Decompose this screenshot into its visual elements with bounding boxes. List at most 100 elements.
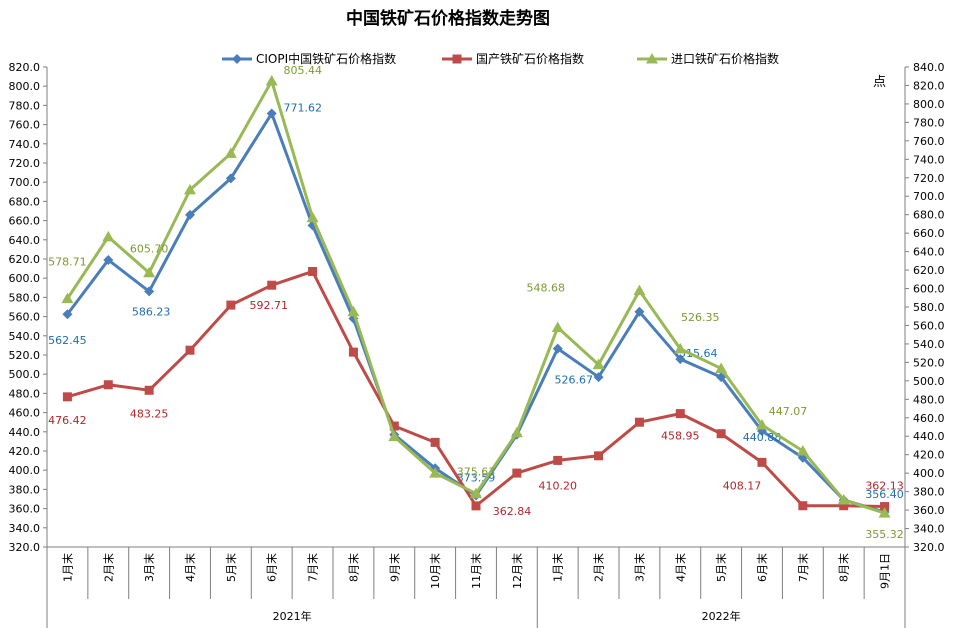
y-tick-label-left: 580.0 [9,291,41,304]
x-tick-label: 9月末 [387,553,401,582]
series-point [593,372,604,383]
y-tick-label-left: 780.0 [9,99,41,112]
series-point [716,372,727,383]
y-tick-label-right: 440.0 [913,430,945,443]
x-tick-label: 11月末 [469,553,483,589]
series-point [674,342,687,354]
data-label: 362.84 [493,505,532,518]
chart-title: 中国铁矿石价格指数走势图 [346,8,550,29]
series-point [225,173,236,184]
y-tick-label-right: 340.0 [913,523,945,536]
y-tick-label-left: 460.0 [9,407,41,420]
series-point [429,467,442,478]
x-tick-label: 10月末 [428,553,442,589]
data-label: 515.64 [679,347,718,360]
series-point [470,487,482,499]
legend-label: CIOPI中国铁矿石价格指数 [256,51,396,66]
y-tick-label-left: 640.0 [9,234,41,247]
series-point [267,280,277,290]
y-tick-label-right: 640.0 [913,246,945,259]
y-tick-label-left: 660.0 [9,215,41,228]
right-axis-unit: 点 [873,75,886,90]
y-tick-label-left: 420.0 [9,445,41,458]
series-point [224,147,237,158]
series-point [633,284,646,296]
series-point [510,426,523,438]
data-label: 362.13 [865,480,904,493]
series-point [144,385,154,395]
data-label: 375.63 [457,466,496,479]
data-label: 410.20 [538,479,577,492]
data-label: 548.68 [526,281,565,294]
series-point [715,362,728,373]
series-point [512,468,522,478]
series-point [552,343,563,354]
y-tick-label-right: 600.0 [913,283,945,296]
data-label: 771.62 [283,101,322,114]
x-tick-label: 2月末 [592,553,606,582]
series-point [798,501,808,511]
legend-label: 国产铁矿石价格指数 [476,51,584,66]
y-tick-label-right: 680.0 [913,209,945,222]
series-point [184,183,196,195]
series-point [185,345,195,355]
x-tick-label: 3月末 [632,553,646,582]
legend-item: 进口铁矿石价格指数 [637,51,779,66]
series-line [66,79,886,515]
y-tick-label-right: 760.0 [913,135,945,148]
series-point [634,306,645,317]
y-tick-label-right: 580.0 [913,301,945,314]
x-tick-label: 5月末 [224,553,238,582]
x-tick-label: 3月末 [142,553,156,582]
x-group-label: 2021年 [273,609,312,623]
series-point [62,309,73,320]
y-tick-label-right: 360.0 [913,504,945,517]
series-point [594,451,604,461]
data-label: 408.17 [723,479,762,492]
data-label: 526.67 [554,374,593,387]
legend: CIOPI中国铁矿石价格指数 国产铁矿石价格指数 进口铁矿石价格指数 [222,51,779,66]
series-point [388,430,401,442]
series-point [306,211,319,223]
y-tick-label-left: 620.0 [9,253,41,266]
series-point [143,266,156,278]
y-tick-label-right: 540.0 [913,338,945,351]
series-point [348,347,358,357]
x-tick-label: 6月末 [755,553,769,582]
y-tick-label-left: 760.0 [9,119,41,132]
data-label: 355.32 [865,528,904,541]
y-tick-label-left: 520.0 [9,349,41,362]
x-tick-label: 1月末 [60,553,74,582]
series-point [103,380,113,390]
y-tick-label-left: 540.0 [9,330,41,343]
data-label: 476.42 [48,414,87,427]
y-tick-label-left: 560.0 [9,311,41,324]
legend-item: 国产铁矿石价格指数 [442,51,584,66]
y-tick-label-left: 800.0 [9,80,41,93]
series-point [716,429,726,439]
data-label: 605.70 [130,243,169,256]
series-point [839,501,849,511]
y-tick-label-right: 800.0 [913,98,945,111]
y-tick-label-left: 380.0 [9,483,41,496]
data-label: 586.23 [132,305,171,318]
x-tick-label: 1月末 [551,553,565,582]
data-label: 356.40 [865,488,904,501]
series-point [308,266,318,276]
y-tick-label-right: 840.0 [913,61,945,74]
y-tick-label-left: 500.0 [9,368,41,381]
x-tick-label: 5月末 [714,553,728,582]
y-tick-label-left: 340.0 [9,522,41,535]
legend-swatch-marker [452,54,462,64]
data-label: 562.45 [48,334,87,347]
series-point [592,358,605,370]
series-point [675,354,686,365]
series-point [347,305,360,317]
x-group-label: 2022年 [702,609,741,623]
data-label: 447.07 [769,405,808,418]
series-point [266,108,277,119]
series-point [837,493,850,505]
series-point [103,254,114,265]
series-line [66,111,885,514]
y-tick-label-left: 740.0 [9,138,41,151]
